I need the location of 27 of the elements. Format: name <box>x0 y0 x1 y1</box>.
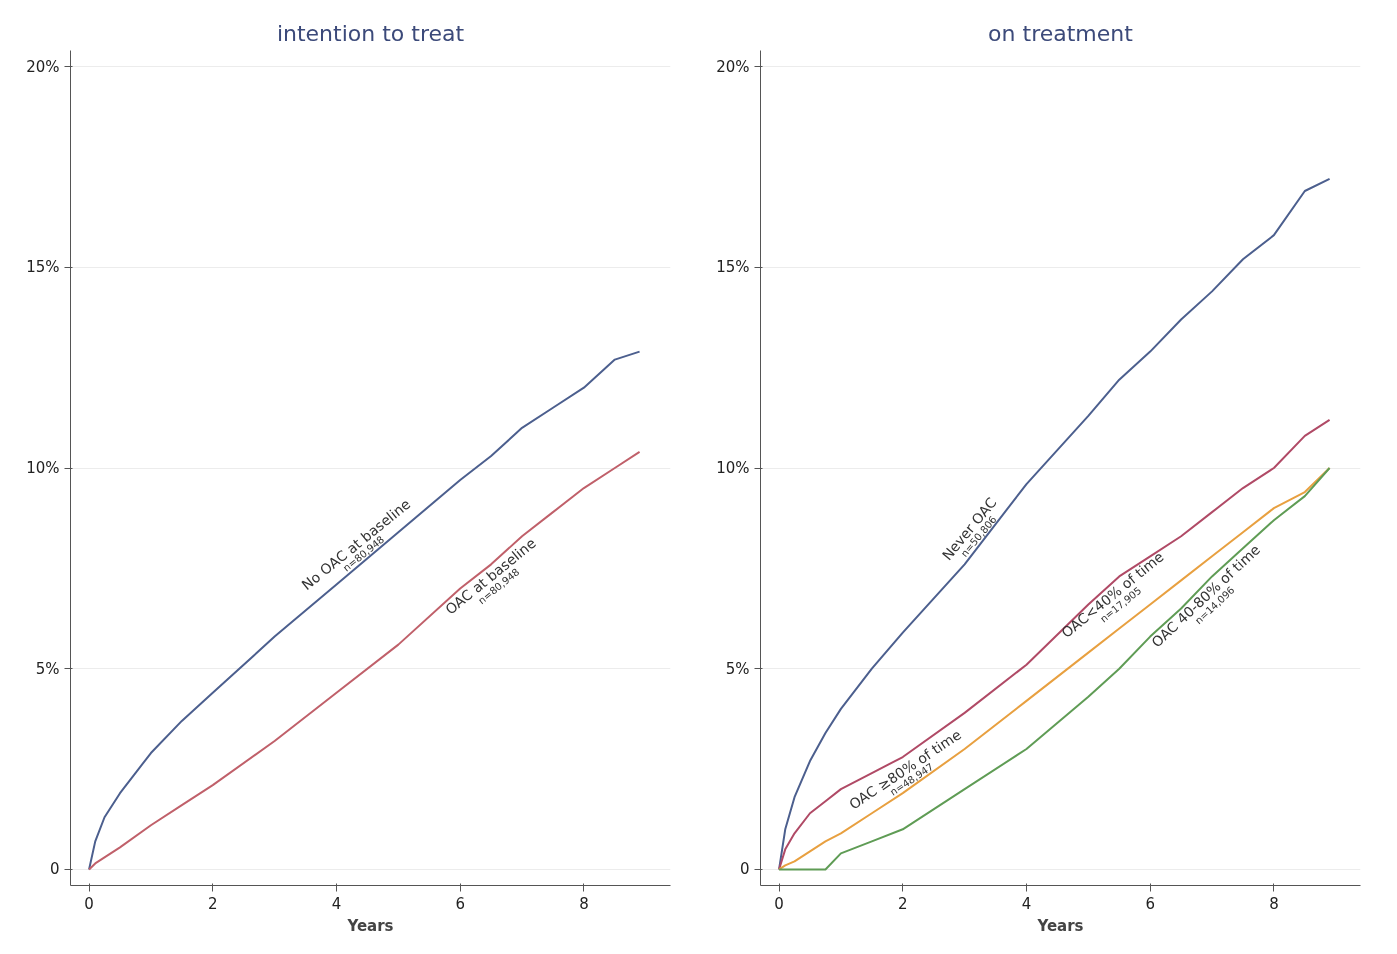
y-tick-label: 10% <box>26 459 60 477</box>
line-series <box>88 350 641 871</box>
y-tick-label: 0 <box>739 860 750 879</box>
x-axis-title: Years <box>346 916 394 935</box>
x-tick-label: 8 <box>579 894 589 913</box>
x-tick-label: 0 <box>84 894 94 913</box>
x-axis-title: Years <box>1036 916 1084 935</box>
y-tick-label: 15% <box>26 258 60 277</box>
y-tick-label: 20% <box>26 57 60 76</box>
y-tick-label: 10% <box>716 459 750 477</box>
line-series <box>778 177 1331 871</box>
chart-title: intention to treat <box>276 20 465 46</box>
y-tick-label: 0 <box>49 860 60 879</box>
y-tick-label: 20% <box>716 57 750 76</box>
line-series <box>88 450 641 871</box>
y-tick-label: 5% <box>35 659 60 678</box>
chart-title: on treatment <box>988 20 1134 46</box>
x-tick-label: 8 <box>1269 894 1279 913</box>
x-tick-label: 2 <box>898 894 908 913</box>
x-tick-label: 6 <box>455 894 465 913</box>
x-tick-label: 4 <box>331 894 342 913</box>
y-tick-label: 5% <box>725 659 750 678</box>
x-tick-label: 0 <box>774 894 784 913</box>
y-tick-label: 15% <box>716 258 750 277</box>
x-tick-label: 2 <box>208 894 218 913</box>
x-tick-label: 4 <box>1021 894 1032 913</box>
x-tick-label: 6 <box>1145 894 1155 913</box>
